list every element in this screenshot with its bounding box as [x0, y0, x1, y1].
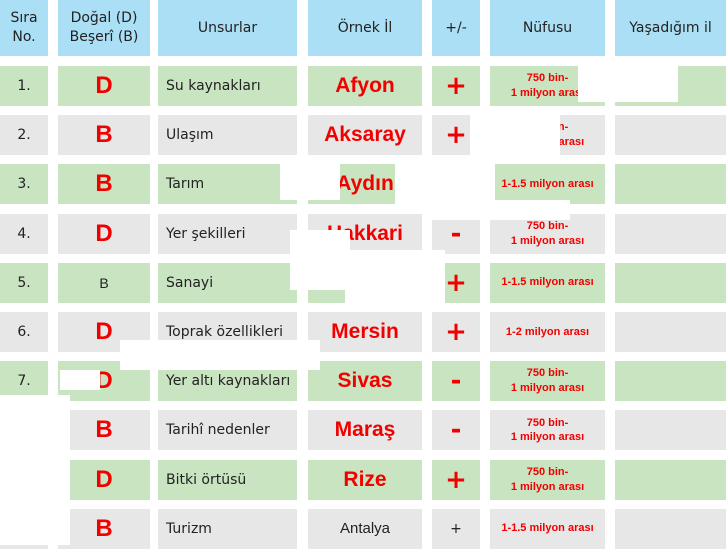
row-6-nufus: 1-2 milyon arası: [490, 312, 605, 352]
row-10-unsur: Turizm: [158, 508, 297, 549]
row-3-nufus: 1-1.5 milyon arası: [490, 164, 605, 205]
row-8-nufus: 750 bin- 1 milyon arası: [490, 410, 605, 451]
row-4-nufus: 750 bin- 1 milyon arası: [490, 213, 605, 254]
row-2-il: Aksaray: [308, 115, 422, 156]
row-7-il: Sivas: [308, 361, 422, 402]
row-7-yasadigim[interactable]: [615, 361, 726, 402]
row-8-il: Maraş: [308, 410, 422, 451]
row-3-db: B: [58, 164, 150, 205]
row-1-unsur: Su kaynakları: [158, 66, 297, 106]
row-10-il: Antalya: [308, 508, 422, 549]
row-3-unsur: Tarım: [158, 164, 297, 205]
row-8-yasadigim[interactable]: [615, 410, 726, 451]
row-4-unsur: Yer şekilleri: [158, 213, 297, 254]
white-patch: [290, 230, 350, 290]
row-2-db: B: [58, 115, 150, 156]
row-4-db: D: [58, 213, 150, 254]
row-4-no: 4.: [0, 213, 48, 254]
header-pm: +/-: [432, 0, 480, 56]
row-2-no: 2.: [0, 115, 48, 156]
row-8-pm: -: [432, 410, 480, 451]
white-patch: [120, 340, 320, 370]
header-sira: Sıra No.: [0, 0, 48, 56]
row-9-db: D: [58, 459, 150, 500]
row-5-yasadigim[interactable]: [615, 262, 726, 303]
row-6-db: D: [58, 312, 150, 352]
row-3-no: 3.: [0, 164, 48, 205]
row-10-yasadigim[interactable]: [615, 508, 726, 549]
row-5-unsur: Sanayi: [158, 262, 297, 303]
row-4-yasadigim[interactable]: [615, 213, 726, 254]
row-1-db: D: [58, 66, 150, 106]
row-5-nufus: 1-1.5 milyon arası: [490, 262, 605, 303]
row-7-pm: -: [432, 361, 480, 402]
row-2-unsur: Ulaşım: [158, 115, 297, 156]
row-7-nufus: 750 bin- 1 milyon arası: [490, 361, 605, 402]
row-1-no: 1.: [0, 66, 48, 106]
row-10-pm: +: [432, 508, 480, 549]
row-5-no: 5.: [0, 262, 48, 303]
white-patch: [60, 370, 100, 390]
white-patch: [578, 58, 678, 102]
row-4-pm: -: [432, 213, 480, 254]
header-yasadigim: Yaşadığım il: [615, 0, 726, 56]
row-10-db: B: [58, 508, 150, 549]
row-6-no: 6.: [0, 312, 48, 352]
row-3-yasadigim[interactable]: [615, 164, 726, 205]
row-9-il: Rize: [308, 459, 422, 500]
header-dogal: Doğal (D) Beşerî (B): [58, 0, 150, 56]
row-2-yasadigim[interactable]: [615, 115, 726, 156]
row-6-pm: +: [432, 312, 480, 352]
row-8-unsur: Tarihî nedenler: [158, 410, 297, 451]
row-9-nufus: 750 bin- 1 milyon arası: [490, 459, 605, 500]
row-1-pm: +: [432, 66, 480, 106]
row-9-unsur: Bitki örtüsü: [158, 459, 297, 500]
white-patch: [470, 110, 560, 156]
header-unsurlar: Unsurlar: [158, 0, 297, 56]
white-patch: [0, 395, 70, 545]
row-6-il: Mersin: [308, 312, 422, 352]
row-9-pm: +: [432, 459, 480, 500]
row-1-il: Afyon: [308, 66, 422, 106]
header-ornek: Örnek İl: [308, 0, 422, 56]
row-5-db: B: [58, 262, 150, 303]
row-9-yasadigim[interactable]: [615, 459, 726, 500]
white-patch: [280, 160, 340, 200]
row-10-nufus: 1-1.5 milyon arası: [490, 508, 605, 549]
white-patch: [345, 250, 445, 310]
row-7-no: 7.: [0, 361, 48, 402]
header-nufus: Nüfusu: [490, 0, 605, 56]
row-6-yasadigim[interactable]: [615, 312, 726, 352]
row-8-db: B: [58, 410, 150, 451]
white-patch: [430, 200, 570, 220]
